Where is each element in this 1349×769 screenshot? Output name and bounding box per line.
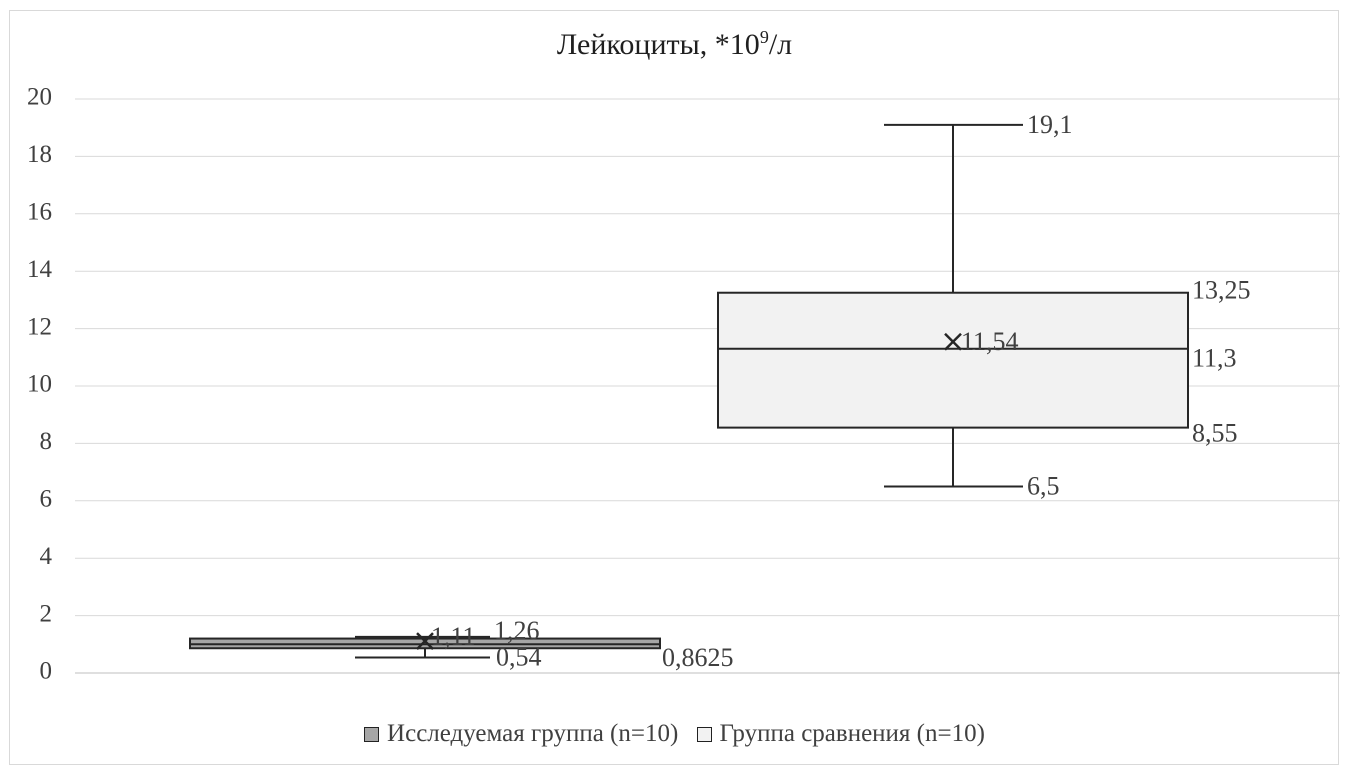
chart-title: Лейкоциты, *109/л	[0, 28, 1349, 62]
data-label-median: 11,3	[1192, 344, 1237, 373]
y-tick-label: 10	[27, 371, 52, 398]
chart-title-unit: /л	[768, 28, 793, 61]
y-tick-label: 18	[27, 141, 52, 168]
mean-marker	[944, 332, 962, 351]
y-tick-label: 6	[40, 486, 53, 513]
legend-item-study-group: Исследуемая группа (n=10)	[364, 720, 678, 748]
box-iqr	[717, 291, 1189, 429]
chart-title-main: Лейкоциты, *10	[556, 28, 760, 61]
data-label-max: 1,26	[494, 616, 540, 645]
y-tick-label: 12	[27, 313, 52, 340]
data-label-q1: 8,55	[1192, 419, 1238, 448]
y-tick-label: 0	[40, 658, 53, 685]
legend-item-comparison-group: Группа сравнения (n=10)	[696, 720, 985, 748]
y-tick-label: 4	[40, 543, 53, 570]
chart-title-exponent: 9	[759, 27, 769, 47]
legend: Исследуемая группа (n=10) Группа сравнен…	[0, 720, 1349, 749]
data-label-min: 6,5	[1027, 471, 1060, 500]
mean-marker	[416, 632, 434, 651]
y-tick-label: 2	[40, 600, 53, 627]
data-label-q3: 13,25	[1192, 276, 1251, 305]
legend-label-study-group: Исследуемая группа (n=10)	[387, 720, 679, 747]
y-tick-label: 16	[27, 199, 52, 226]
legend-swatch-study-group	[364, 726, 380, 742]
legend-swatch-comparison-group	[696, 726, 712, 742]
data-label-mean: 1,11	[431, 622, 476, 651]
data-label-mean: 11,54	[961, 327, 1019, 356]
y-tick-label: 8	[40, 428, 53, 455]
y-tick-label: 20	[27, 84, 52, 111]
legend-label-comparison-group: Группа сравнения (n=10)	[719, 720, 985, 747]
y-tick-label: 14	[27, 256, 53, 283]
data-label-max: 19,1	[1027, 110, 1073, 139]
data-label-min: 0,54	[496, 642, 542, 671]
data-label-q1: 0,8625	[662, 643, 734, 672]
